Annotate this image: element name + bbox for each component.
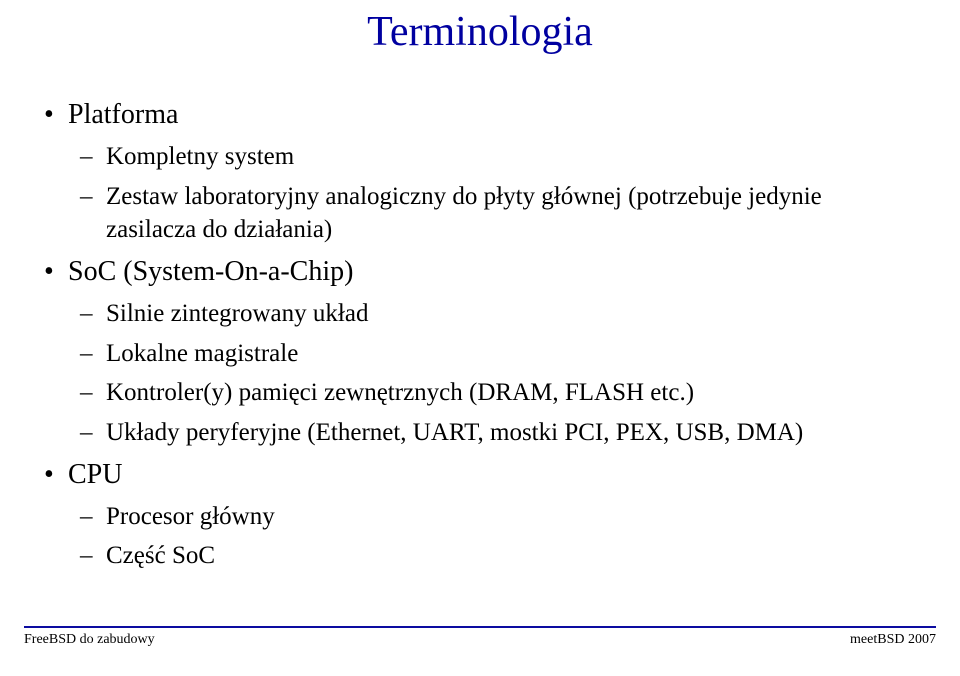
bullet-platforma: Platforma Kompletny system Zestaw labora… [42,96,918,247]
bullet-list-level1: Platforma Kompletny system Zestaw labora… [42,96,918,573]
sub-bullet: Lokalne magistrale [68,337,918,371]
slide-content: Platforma Kompletny system Zestaw labora… [42,90,918,577]
bullet-label: SoC (System-On-a-Chip) [68,256,353,287]
slide-title: Terminologia [0,8,960,56]
bullet-list-level2: Silnie zintegrowany układ Lokalne magist… [68,297,918,450]
footer: FreeBSD do zabudowy meetBSD 2007 [24,626,936,648]
bullet-list-level2: Procesor główny Część SoC [68,500,918,574]
sub-bullet: Kompletny system [68,140,918,174]
bullet-list-level2: Kompletny system Zestaw laboratoryjny an… [68,140,918,247]
bullet-label: Platforma [68,99,178,130]
footer-divider [24,626,936,628]
bullet-cpu: CPU Procesor główny Część SoC [42,456,918,573]
sub-bullet: Zestaw laboratoryjny analogiczny do płyt… [68,180,918,248]
sub-bullet: Silnie zintegrowany układ [68,297,918,331]
sub-bullet: Procesor główny [68,500,918,534]
footer-right: meetBSD 2007 [850,632,936,648]
bullet-soc: SoC (System-On-a-Chip) Silnie zintegrowa… [42,253,918,450]
sub-bullet: Kontroler(y) pamięci zewnętrznych (DRAM,… [68,376,918,410]
sub-bullet: Układy peryferyjne (Ethernet, UART, most… [68,416,918,450]
footer-left: FreeBSD do zabudowy [24,632,155,648]
slide: Terminologia Platforma Kompletny system … [0,0,960,676]
bullet-label: CPU [68,459,122,490]
footer-row: FreeBSD do zabudowy meetBSD 2007 [24,632,936,648]
sub-bullet: Część SoC [68,539,918,573]
